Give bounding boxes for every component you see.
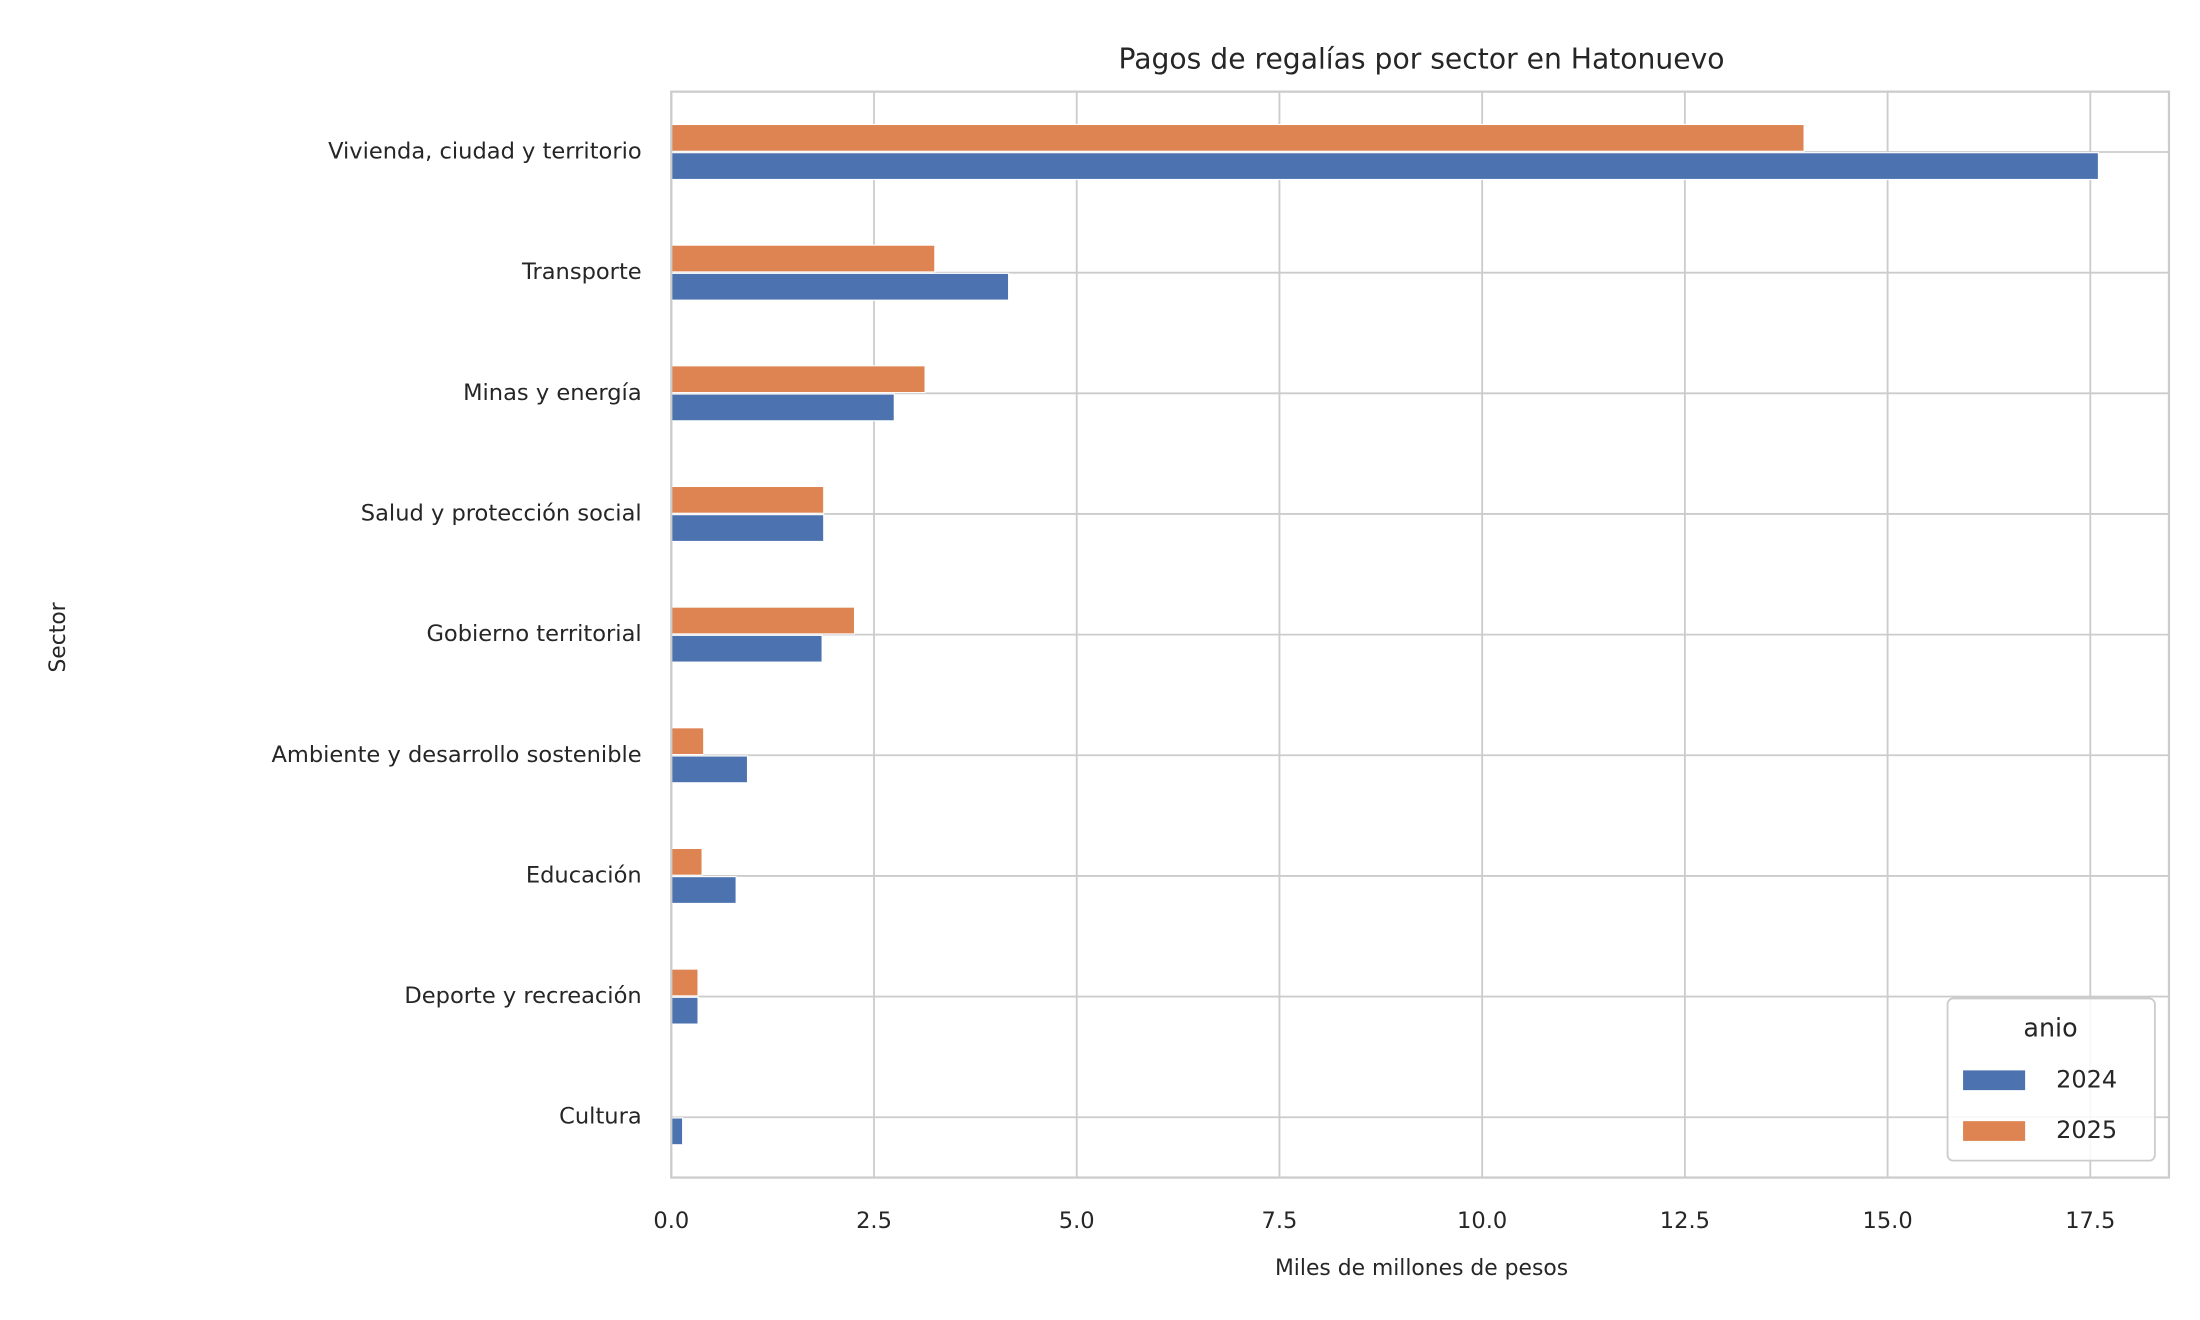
bar — [670, 152, 2099, 181]
legend-box — [1946, 997, 2156, 1162]
bar — [670, 727, 705, 756]
bar — [670, 123, 1805, 152]
bar — [670, 1117, 684, 1146]
bar — [670, 272, 1010, 301]
x-tick-label: 2.5 — [856, 1208, 892, 1234]
x-tick-label: 15.0 — [1862, 1208, 1912, 1234]
bar — [670, 393, 895, 422]
y-axis-label: Sector — [46, 602, 71, 672]
bar — [670, 634, 823, 663]
y-tick-label: Gobierno territorial — [426, 621, 641, 647]
x-axis-label: Miles de millones de pesos — [1275, 1256, 1568, 1281]
bar — [670, 876, 737, 904]
bar — [670, 968, 699, 997]
x-tick-label: 0.0 — [653, 1208, 689, 1234]
bar — [670, 847, 703, 876]
y-tick-label: Salud y protección social — [361, 500, 642, 526]
legend-title: anio — [2023, 1012, 2077, 1042]
legend-swatch — [1963, 1121, 2026, 1141]
x-tick-label: 17.5 — [2065, 1208, 2115, 1234]
x-tick-label: 10.0 — [1457, 1208, 1507, 1234]
bar — [670, 514, 825, 543]
y-tick-label: Educación — [526, 862, 642, 888]
y-tick-label: Minas y energía — [463, 380, 642, 406]
bar — [670, 485, 825, 514]
y-tick-label: Vivienda, ciudad y territorio — [328, 138, 642, 164]
x-tick-label: 5.0 — [1059, 1208, 1095, 1234]
legend-label: 2024 — [2056, 1065, 2117, 1093]
bar — [670, 606, 856, 635]
y-tick-label: Deporte y recreación — [404, 983, 641, 1009]
bar — [670, 365, 926, 394]
legend-label: 2025 — [2056, 1116, 2117, 1144]
bar — [670, 996, 699, 1025]
bar — [670, 755, 749, 784]
chart-title: Pagos de regalías por sector en Hatonuev… — [1119, 43, 1725, 76]
legend-swatch — [1963, 1070, 2026, 1091]
x-tick-label: 7.5 — [1262, 1208, 1298, 1234]
y-tick-label: Cultura — [559, 1104, 642, 1130]
x-tick-label: 12.5 — [1660, 1208, 1710, 1234]
y-tick-label: Ambiente y desarrollo sostenible — [271, 742, 641, 768]
y-tick-label: Transporte — [521, 259, 642, 285]
plot-frame — [670, 90, 2171, 1179]
bar — [670, 244, 936, 273]
